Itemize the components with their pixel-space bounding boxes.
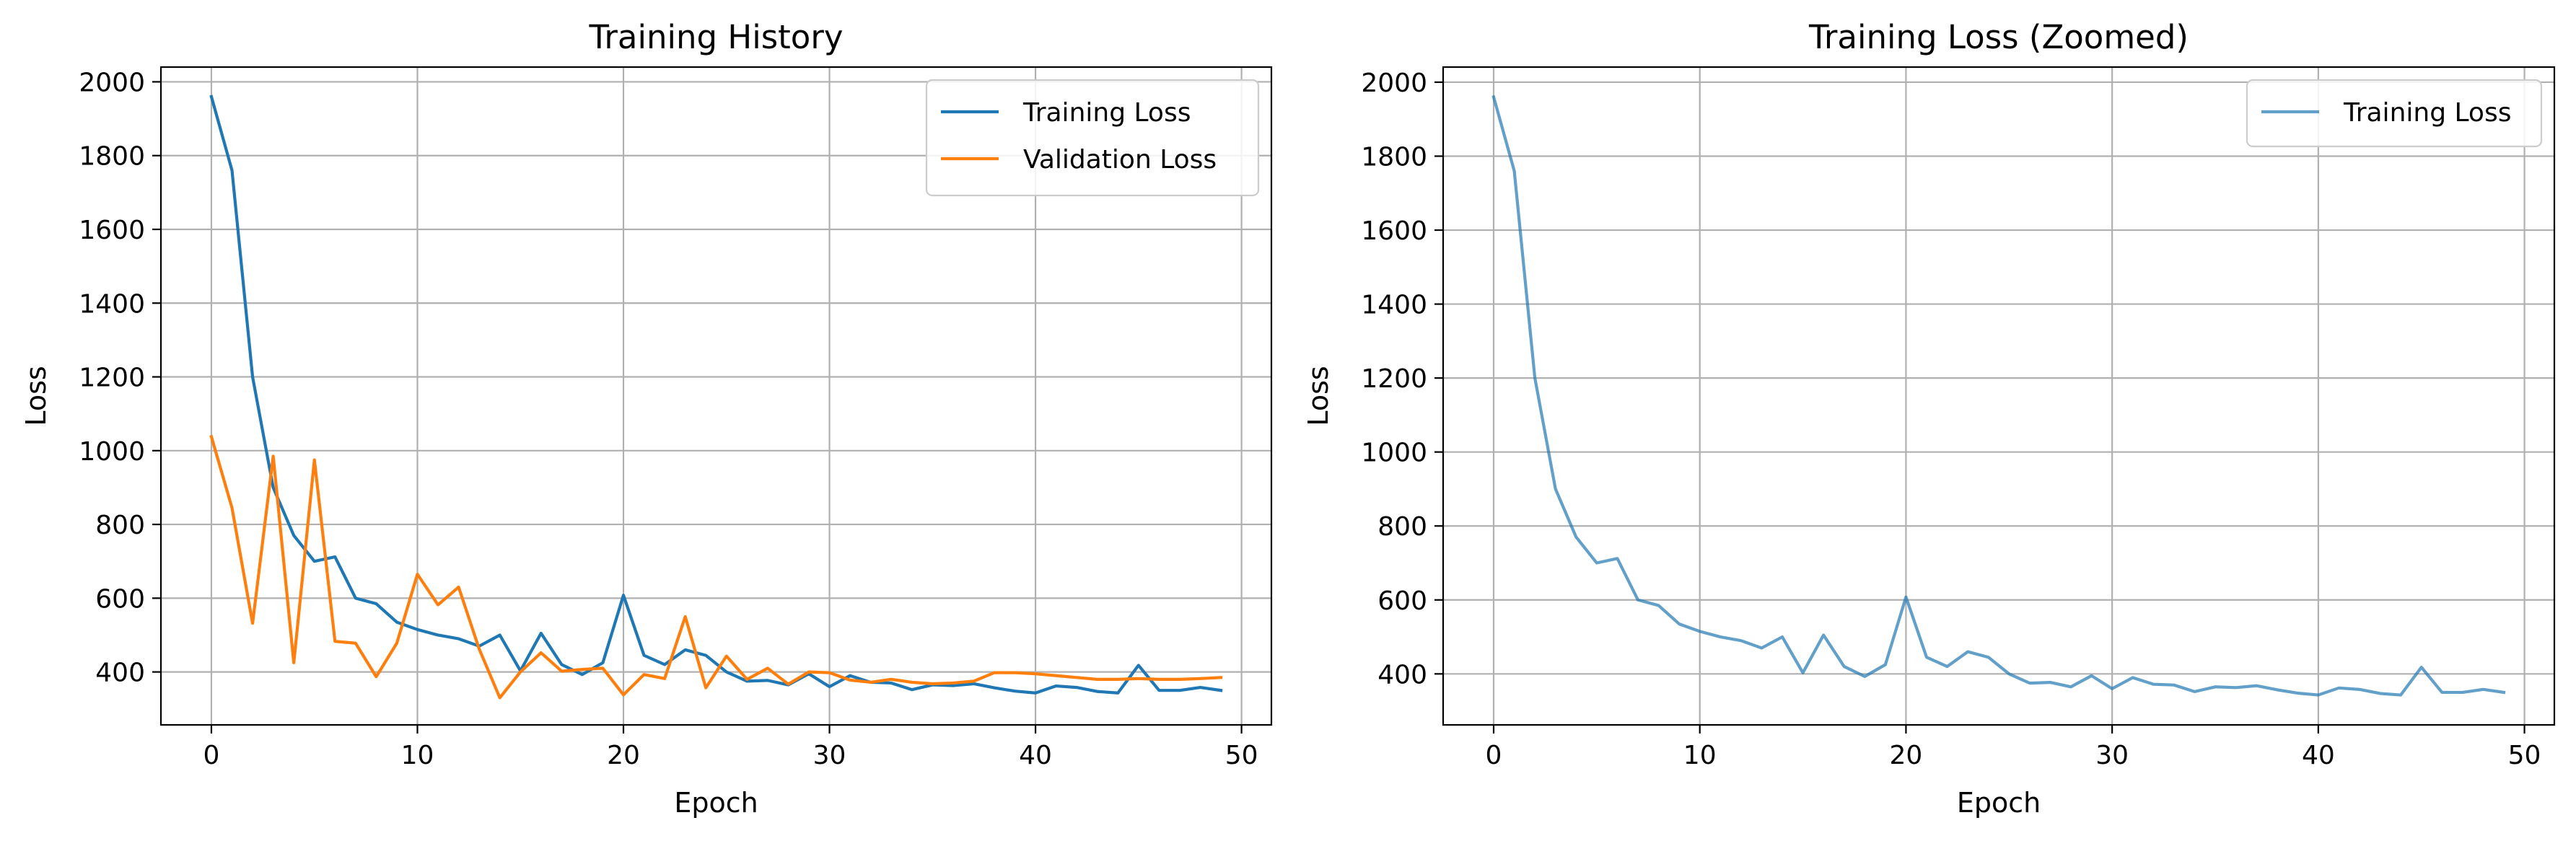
x-tick-label: 20	[1890, 741, 1923, 770]
y-tick-label: 800	[1377, 512, 1427, 542]
legend-label-1: Training Loss	[1022, 98, 1191, 128]
y-tick-label: 1000	[1361, 439, 1427, 468]
y-tick-label: 1200	[79, 364, 145, 393]
x-tick-label: 50	[2508, 741, 2541, 770]
legend: Training Loss	[2246, 79, 2543, 148]
axes-frame	[1442, 66, 2556, 726]
legend: Training Loss Validation Loss	[925, 79, 1260, 197]
x-tick-label: 10	[401, 741, 434, 770]
legend-label-2: Validation Loss	[1023, 145, 1217, 175]
x-tick-label: 10	[1683, 741, 1717, 770]
x-tick-label: 20	[607, 741, 640, 770]
y-tick-label: 600	[95, 584, 145, 614]
series-line-1	[1491, 94, 2506, 697]
x-tick-label: 0	[1486, 741, 1502, 770]
y-tick-label: 1400	[1361, 291, 1427, 320]
x-tick-label: 40	[1019, 741, 1052, 770]
axes-frame	[159, 66, 1273, 726]
chart-title: Training History	[589, 18, 844, 56]
series-line-1	[209, 94, 1223, 695]
legend-label-1: Training Loss	[2343, 98, 2511, 128]
chart-title: Training Loss (Zoomed)	[1808, 18, 2189, 56]
y-tick-label: 1200	[1361, 364, 1427, 394]
y-tick-label: 600	[1377, 586, 1427, 616]
x-axis-label: Epoch	[674, 787, 758, 819]
y-tick-label: 400	[95, 659, 145, 688]
y-tick-label: 1000	[79, 437, 145, 467]
y-tick-label: 1400	[79, 289, 145, 319]
y-tick-label: 1600	[79, 216, 145, 245]
y-tick-label: 800	[95, 511, 145, 540]
x-axis-label: Epoch	[1957, 787, 2041, 819]
y-tick-label: 2000	[79, 68, 145, 97]
y-tick-label: 1800	[1361, 142, 1427, 172]
x-tick-label: 40	[2302, 741, 2335, 770]
legend-box	[2246, 79, 2543, 148]
legend-box	[925, 79, 1260, 197]
chart-panel-2: 0 10 20 30 40 50 400 600 800 1000 1200 1400 1600 1800…	[1302, 18, 2556, 819]
x-tick-label: 30	[2095, 741, 2129, 770]
y-tick-label: 2000	[1361, 69, 1427, 98]
y-tick-label: 1800	[79, 142, 145, 172]
y-axis-label: Loss	[20, 366, 52, 426]
x-tick-label: 30	[813, 741, 846, 770]
y-axis-label: Loss	[1302, 366, 1334, 426]
y-tick-label: 400	[1377, 660, 1427, 690]
x-tick-label: 50	[1225, 741, 1258, 770]
y-tick-label: 1600	[1361, 216, 1427, 246]
series-line-2	[209, 434, 1223, 700]
chart-panel-1: 0 10 20 30 40 50 400 600 800 1000 1200 1400 1600 1800…	[20, 18, 1273, 819]
x-tick-label: 0	[203, 741, 220, 770]
